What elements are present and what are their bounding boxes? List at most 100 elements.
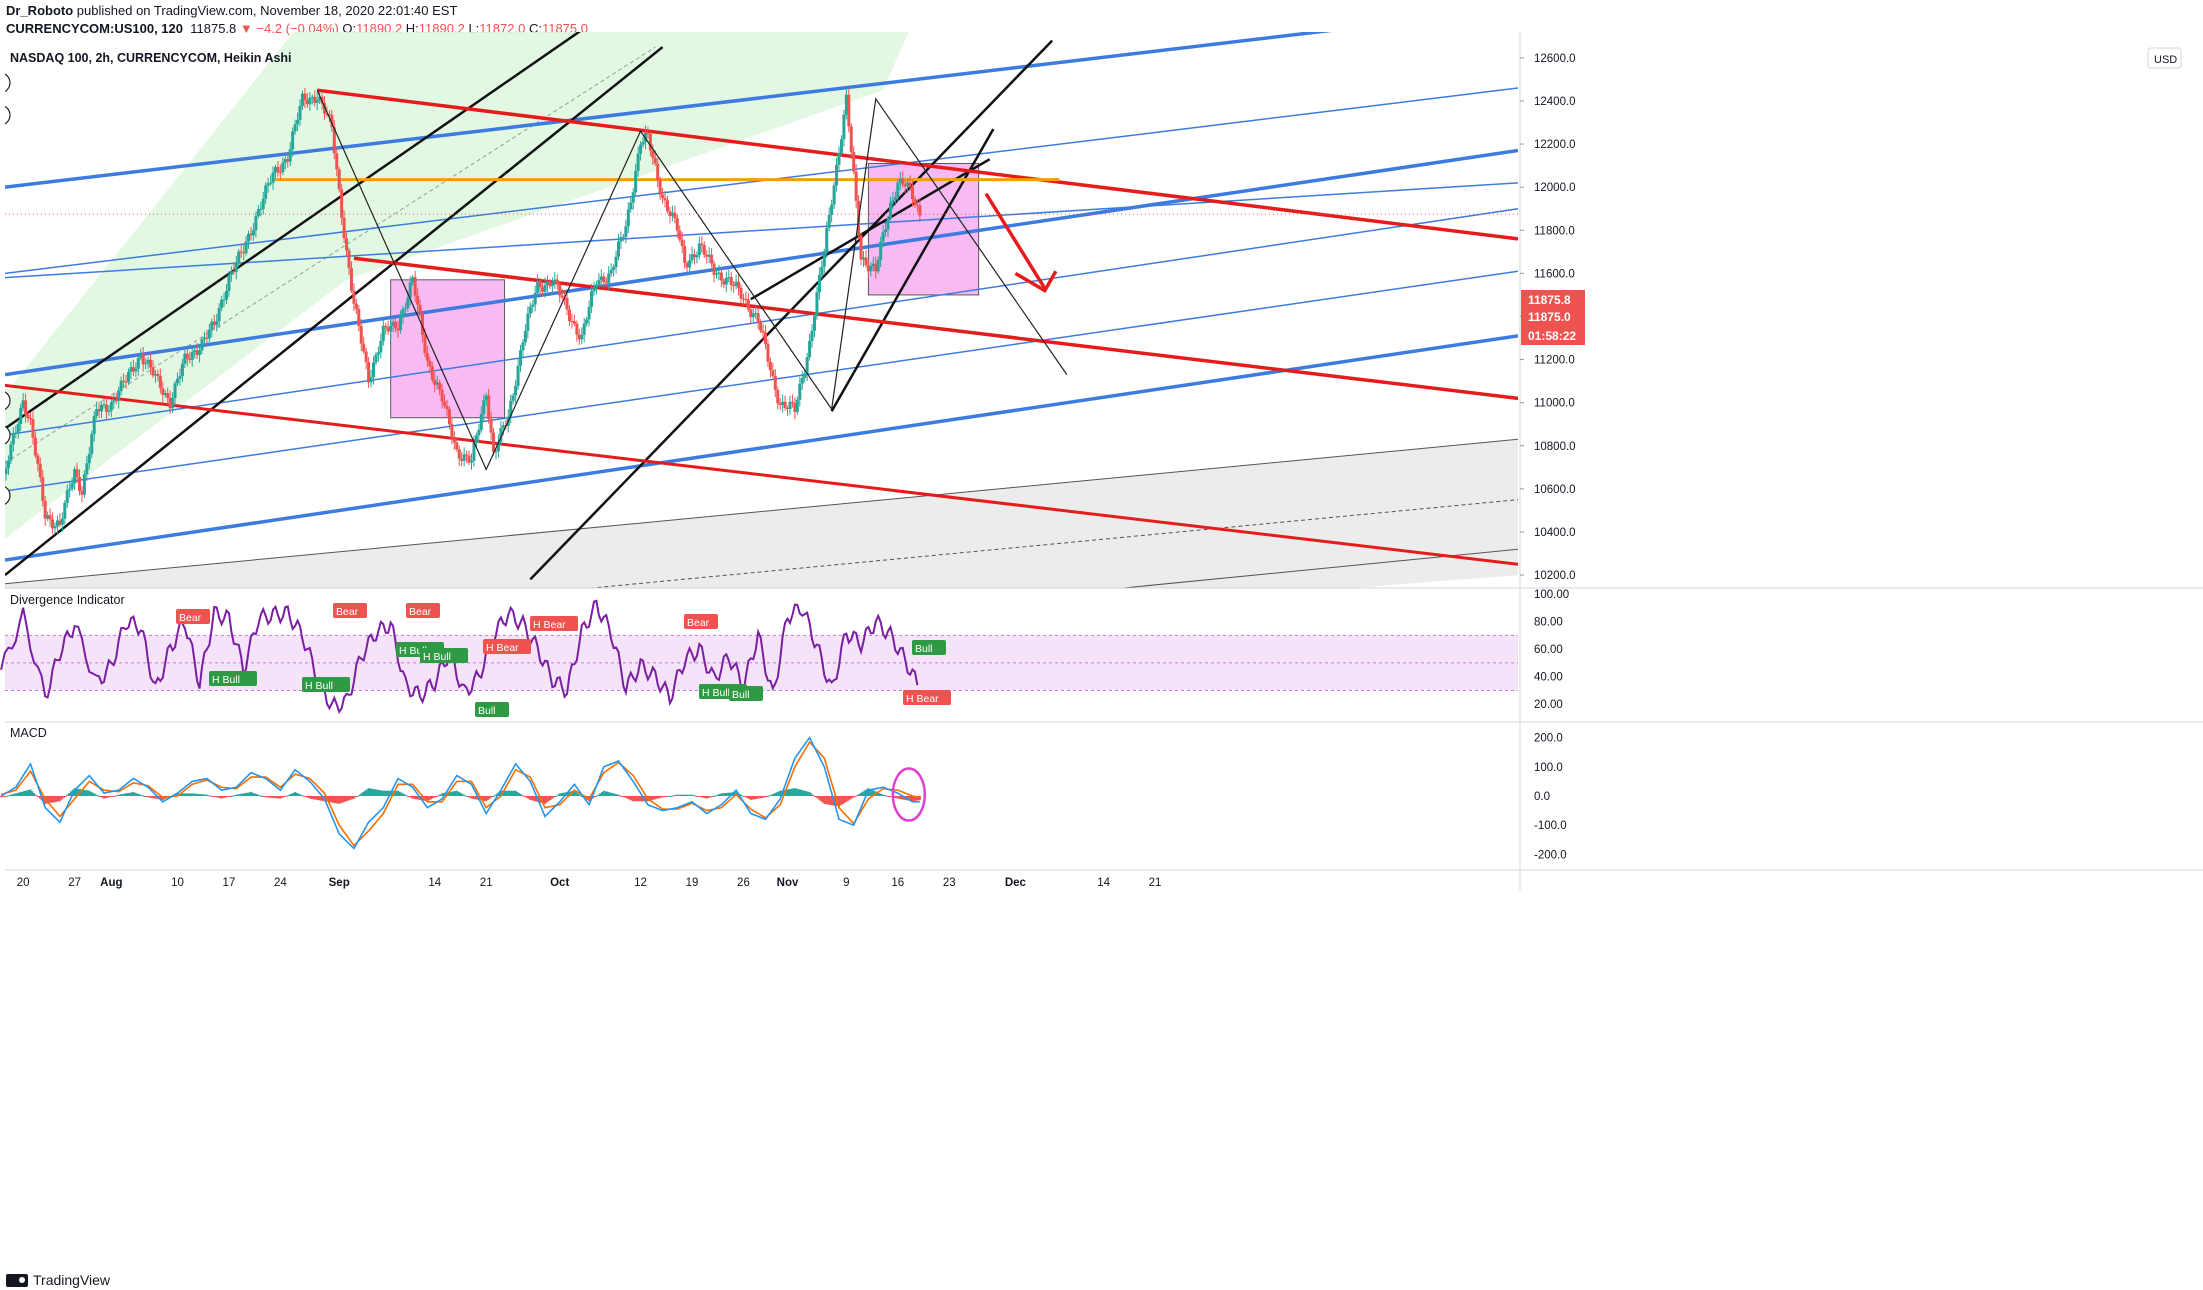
price-candle	[746, 299, 750, 310]
divergence-tag	[483, 639, 531, 654]
macd-histogram-bar	[806, 791, 809, 796]
macd-histogram-bar	[194, 793, 197, 796]
macd-histogram-bar	[635, 796, 638, 802]
macd-histogram-bar	[5, 795, 8, 797]
macd-histogram-bar	[193, 793, 196, 796]
price-candle	[379, 340, 383, 353]
macd-histogram-bar	[233, 795, 236, 797]
macd-histogram-bar	[630, 796, 633, 801]
price-candle	[915, 204, 919, 206]
price-candle	[494, 451, 498, 453]
macd-histogram-bar	[47, 796, 50, 804]
blue-trend-line	[5, 334, 1518, 562]
price-axis-label: 12400.0	[1534, 96, 1576, 108]
macd-histogram-bar	[417, 796, 420, 800]
macd-histogram-bar	[400, 792, 403, 796]
divergence-label: H Bull	[212, 674, 240, 686]
time-axis-label: 24	[274, 877, 287, 889]
price-candle	[335, 153, 339, 170]
price-candle	[102, 404, 106, 406]
price-candle	[237, 251, 241, 263]
macd-histogram-bar	[725, 792, 728, 796]
macd-histogram-bar	[240, 793, 243, 796]
macd-histogram-bar	[137, 794, 140, 796]
price-candle	[590, 291, 594, 307]
macd-histogram-bar	[656, 796, 659, 799]
macd-histogram-bar	[749, 796, 752, 800]
macd-histogram-bar	[281, 796, 284, 798]
macd-histogram-bar	[804, 791, 807, 796]
price-candle	[193, 350, 197, 353]
macd-histogram-bar	[544, 796, 546, 804]
macd-histogram-bar	[542, 796, 545, 804]
macd-histogram-bar	[481, 796, 484, 801]
macd-histogram-bar	[354, 796, 357, 798]
publish-text: published on TradingView.com, November 1…	[76, 3, 458, 18]
price-candle	[541, 287, 545, 292]
price-candle	[359, 325, 363, 344]
price-candle	[558, 284, 562, 296]
price-candle	[751, 313, 755, 318]
macd-histogram-bar	[351, 796, 354, 800]
time-axis-label: 20	[17, 877, 30, 889]
macd-histogram-bar	[115, 795, 118, 797]
macd-histogram-bar	[360, 793, 363, 796]
macd-histogram-bar	[340, 796, 343, 804]
macd-histogram-bar	[795, 788, 798, 796]
macd-histogram-bar	[571, 791, 574, 796]
price-candle	[793, 402, 797, 412]
macd-histogram-bar	[793, 788, 796, 796]
macd-histogram-bar	[123, 793, 126, 796]
macd-histogram-bar	[264, 796, 267, 798]
price-candle	[342, 217, 346, 239]
price-candle	[536, 280, 540, 293]
macd-histogram-bar	[119, 794, 122, 796]
macd-histogram-bar	[665, 796, 668, 797]
price-candle	[533, 292, 537, 305]
macd-histogram-bar	[250, 792, 252, 796]
macd-histogram-bar	[621, 796, 624, 797]
price-candle	[403, 308, 407, 310]
price-candle	[570, 321, 574, 323]
price-candle	[269, 182, 273, 184]
macd-histogram-bar	[308, 796, 311, 799]
price-candle	[881, 232, 885, 242]
macd-histogram-bar	[847, 796, 850, 801]
price-candle	[621, 236, 625, 238]
price-candle	[200, 339, 204, 351]
price-candle	[36, 455, 40, 464]
price-candle	[78, 476, 81, 491]
symbol-name: CURRENCYCOM:US100, 120	[6, 21, 183, 36]
macd-histogram-bar	[358, 794, 361, 796]
macd-histogram-bar	[97, 795, 100, 797]
macd-histogram-bar	[312, 796, 315, 800]
price-candle	[462, 454, 466, 461]
price-candle	[817, 275, 821, 293]
price-candle	[212, 321, 216, 326]
price-candle	[800, 377, 804, 384]
macd-histogram-bar	[876, 792, 879, 796]
blue-trend-line	[5, 270, 1518, 492]
price-candle	[710, 254, 714, 264]
macd-histogram-bar	[294, 792, 297, 796]
macd-histogram-bar	[413, 796, 416, 799]
price-candle	[514, 385, 518, 396]
macd-histogram-bar	[674, 795, 677, 797]
price-candle	[220, 299, 224, 308]
macd-histogram-bar	[803, 790, 806, 796]
macd-histogram-bar	[365, 789, 368, 796]
macd-histogram-bar	[352, 796, 355, 799]
macd-histogram-bar	[207, 795, 210, 797]
price-axis-label: 11800.0	[1534, 225, 1575, 237]
price-candle	[773, 375, 777, 391]
price-candle	[526, 313, 530, 331]
macd-histogram-bar	[907, 796, 910, 801]
price-candle	[690, 254, 694, 261]
macd-histogram-bar	[624, 796, 627, 798]
macd-histogram-bar	[49, 796, 52, 803]
macd-histogram-bar	[227, 796, 230, 797]
macd-histogram-bar	[397, 790, 399, 796]
macd-histogram-bar	[863, 790, 866, 796]
price-candle	[372, 362, 375, 378]
